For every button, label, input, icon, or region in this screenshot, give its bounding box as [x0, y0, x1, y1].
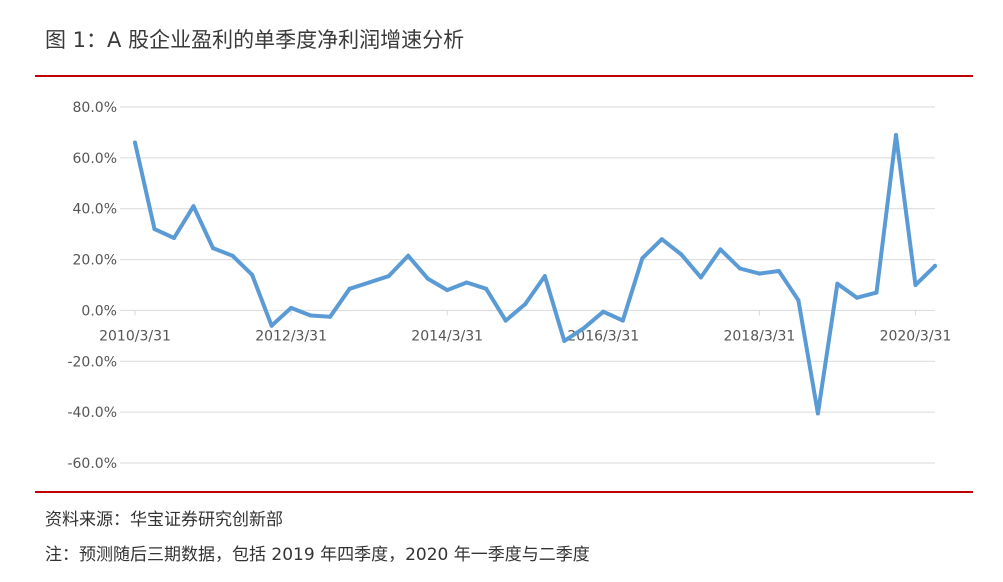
- x-tick-label: 2010/3/31: [99, 328, 171, 344]
- data-point: [445, 288, 450, 293]
- data-point: [679, 252, 684, 257]
- series-layer: [133, 133, 937, 416]
- data-point: [230, 253, 235, 258]
- x-axis-labels: 2010/3/31 2012/3/31 2014/3/31 2016/3/31 2018…: [99, 310, 951, 344]
- data-point: [718, 247, 723, 252]
- bottom-divider: [35, 491, 973, 493]
- data-point: [172, 236, 176, 240]
- data-point: [835, 281, 840, 286]
- data-point: [308, 313, 313, 318]
- data-point: [913, 283, 918, 287]
- data-point: [211, 246, 215, 251]
- data-point: [796, 298, 801, 303]
- data-point: [269, 323, 274, 328]
- data-point: [933, 263, 937, 268]
- data-point: [855, 295, 859, 300]
- data-point: [523, 302, 528, 307]
- data-point: [425, 276, 430, 281]
- y-tick-label: 0.0%: [81, 303, 117, 319]
- top-divider: [35, 75, 973, 77]
- y-axis-labels: 80.0% 60.0% 40.0% 20.0% 0.0% -20.0% -40.0% -60.…: [67, 100, 117, 472]
- y-tick-label: -60.0%: [67, 456, 117, 472]
- data-point: [328, 314, 333, 319]
- data-point: [698, 275, 703, 280]
- x-tick-label: 2018/3/31: [723, 328, 795, 344]
- data-point: [542, 274, 547, 279]
- data-point: [659, 237, 664, 242]
- data-point: [367, 280, 372, 285]
- data-point: [250, 272, 255, 277]
- data-point: [347, 286, 352, 291]
- y-tick-label: 20.0%: [73, 253, 117, 269]
- data-point: [289, 305, 294, 310]
- data-point: [737, 266, 742, 271]
- series-line: [133, 133, 937, 416]
- data-point: [776, 269, 781, 273]
- data-point: [562, 338, 567, 343]
- data-point: [503, 318, 508, 323]
- y-tick-label: -40.0%: [67, 405, 117, 421]
- x-tick-label: 2014/3/31: [411, 328, 483, 344]
- remark-note: 注：预测随后三期数据，包括 2019 年四季度，2020 年一季度与二季度: [45, 545, 590, 565]
- data-point: [406, 253, 411, 258]
- data-point: [464, 280, 469, 285]
- gridlines: [120, 106, 935, 464]
- data-point: [386, 274, 391, 279]
- data-point: [152, 227, 157, 232]
- data-point: [133, 140, 137, 145]
- y-tick-label: 80.0%: [73, 100, 117, 116]
- y-tick-label: -20.0%: [67, 354, 117, 370]
- x-tick-label: 2016/3/31: [567, 328, 639, 344]
- y-tick-label: 40.0%: [73, 202, 117, 218]
- data-point: [581, 326, 586, 331]
- source-note: 资料来源：华宝证券研究创新部: [45, 510, 283, 530]
- x-tick-label: 2020/3/31: [880, 328, 952, 344]
- data-point: [757, 271, 762, 276]
- data-point: [191, 204, 196, 209]
- data-point: [874, 290, 879, 295]
- data-point: [601, 309, 606, 314]
- data-point: [484, 286, 489, 291]
- y-tick-label: 60.0%: [73, 151, 117, 167]
- data-point: [620, 318, 625, 323]
- data-point: [640, 256, 645, 261]
- data-point: [894, 133, 898, 137]
- chart-title: 图 1：A 股企业盈利的单季度净利润增速分析: [45, 28, 465, 52]
- data-point: [815, 411, 820, 416]
- x-tick-label: 2012/3/31: [255, 328, 327, 344]
